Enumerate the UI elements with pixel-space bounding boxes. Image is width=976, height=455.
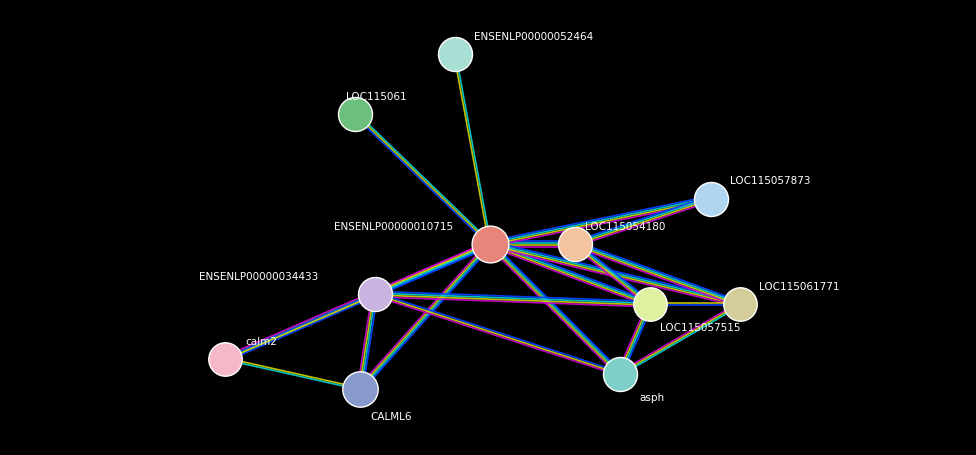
Point — [732, 301, 748, 308]
Text: LOC115054180: LOC115054180 — [585, 221, 665, 231]
Text: ENSENLP00000052464: ENSENLP00000052464 — [474, 32, 593, 42]
Point — [447, 51, 463, 59]
Text: LOC115061: LOC115061 — [346, 91, 406, 101]
Point — [352, 385, 368, 393]
Point — [567, 241, 583, 248]
Point — [218, 355, 233, 363]
Text: calm2: calm2 — [245, 336, 277, 346]
Text: ENSENLP00000034433: ENSENLP00000034433 — [199, 271, 318, 281]
Text: CALML6: CALML6 — [370, 411, 412, 421]
Point — [482, 241, 498, 248]
Point — [347, 111, 363, 118]
Point — [367, 291, 383, 298]
Text: LOC115057873: LOC115057873 — [730, 176, 810, 186]
Text: LOC115057515: LOC115057515 — [660, 322, 740, 332]
Point — [703, 196, 718, 203]
Point — [642, 301, 658, 308]
Text: ENSENLP00000010715: ENSENLP00000010715 — [334, 221, 453, 231]
Text: LOC115061771: LOC115061771 — [759, 281, 839, 291]
Point — [612, 370, 628, 378]
Text: asph: asph — [639, 392, 665, 402]
